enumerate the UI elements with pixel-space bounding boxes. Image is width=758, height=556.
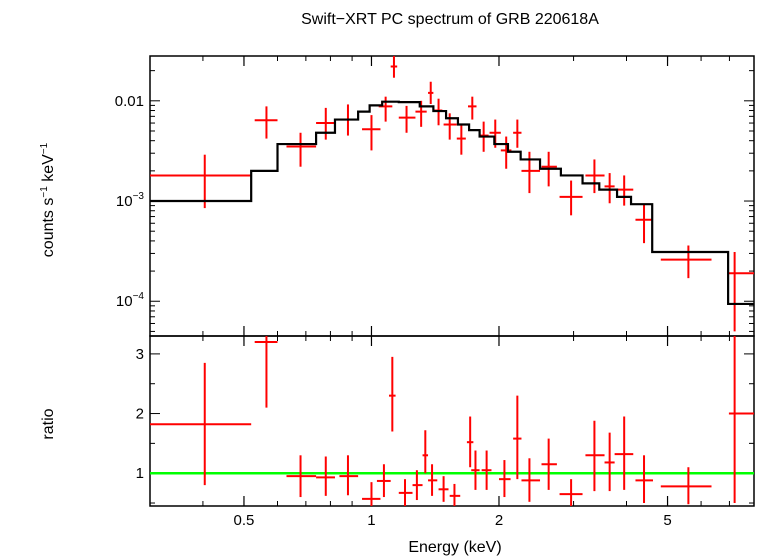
y-tick-label: 3: [136, 346, 144, 363]
spectrum-data-point: [468, 96, 477, 120]
spectrum-data-point: [254, 106, 278, 139]
spectrum-data-point: [559, 180, 583, 216]
ratio-data-point: [521, 458, 541, 502]
ratio-data-point: [466, 416, 474, 468]
ratio-data-point: [559, 479, 583, 506]
spectrum-data-point: [500, 136, 512, 169]
y-label-counts: counts s: [40, 198, 57, 258]
ratio-data-point: [286, 455, 317, 498]
y-tick-exponent: −4: [133, 291, 145, 302]
ratio-data-point: [398, 479, 413, 506]
x-tick-label: 0.5: [234, 512, 255, 529]
y-label-exp2: −1: [39, 142, 50, 154]
ratio-data-point: [635, 455, 654, 504]
spectrum-data-point: [585, 159, 605, 194]
spectrum-data-point: [728, 252, 754, 332]
spectrum-data-point: [428, 81, 434, 104]
ratio-data-point: [604, 432, 615, 492]
spectrum-data-point: [378, 96, 393, 122]
y-label-kev: keV: [40, 154, 57, 186]
spectrum-data-point: [635, 204, 654, 244]
spectrum-data-point: [660, 245, 712, 279]
ratio-data-point: [428, 464, 438, 496]
spectrum-frame: [149, 55, 755, 337]
ratio-data-point: [481, 450, 492, 490]
ratio-data-point: [438, 476, 449, 502]
spectrum-data-point: [362, 115, 381, 151]
ratio-data-point: [422, 430, 429, 474]
x-tick-label: 5: [663, 512, 671, 529]
ratio-data-point: [389, 356, 396, 432]
ratio-data-point: [376, 464, 391, 498]
ratio-frame: [149, 335, 755, 507]
ratio-data-point: [316, 456, 335, 496]
spectrum-data-point: [316, 107, 335, 140]
ratio-data-point: [150, 362, 252, 486]
spectrum-data-point: [150, 154, 252, 209]
y-tick-label: 0.01: [115, 93, 144, 110]
y-tick-exponent: −3: [133, 191, 145, 202]
spectrum-data-point: [390, 56, 398, 78]
spectrum-data-point: [513, 119, 522, 148]
ratio-data-point: [449, 483, 461, 506]
ratio-data-point: [541, 438, 557, 490]
model-step-line: [150, 100, 754, 306]
y-tick-base: 10: [116, 293, 133, 310]
y-tick-label: 2: [136, 406, 144, 423]
ratio-data-point: [498, 460, 511, 498]
y-tick-label: 1: [136, 465, 144, 482]
y-tick-base: 10: [116, 193, 133, 210]
x-tick-label: 1: [367, 512, 375, 529]
ratio-data-point: [728, 336, 754, 504]
y-label-exp1: −1: [39, 186, 50, 198]
ratio-y-axis-label: ratio: [40, 408, 57, 439]
y-tick-label: 10−4: [116, 291, 145, 310]
spectrum-data-point: [398, 105, 416, 133]
ratio-data-point: [471, 450, 480, 490]
ratio-data-point: [339, 455, 359, 496]
ratio-data-point: [254, 336, 278, 408]
x-tick-label: 2: [495, 512, 503, 529]
ratio-data-point: [513, 395, 522, 480]
ratio-panel: 0.5 1 2 5 1 2 3: [136, 335, 755, 529]
ratio-data-point: [660, 467, 712, 505]
ratio-data-point: [362, 482, 381, 506]
spectrum-data-point: [286, 132, 317, 167]
x-axis-label: Energy (keV): [408, 539, 501, 556]
spectrum-data-point: [604, 173, 615, 204]
spectrum-data-point: [415, 100, 427, 127]
spectrum-data-point: [521, 151, 541, 194]
ratio-data-point: [585, 420, 605, 492]
y-tick-label: 10−3: [116, 191, 145, 210]
spectrum-y-axis-label: counts s−1 keV−1: [39, 142, 57, 257]
chart-title: Swift−XRT PC spectrum of GRB 220618A: [301, 11, 599, 28]
svg-text:counts s−1 keV−1: counts s−1 keV−1: [39, 142, 57, 257]
ratio-data-point: [412, 470, 423, 501]
ratio-data-point: [614, 416, 634, 490]
spectrum-data-point: [456, 125, 466, 155]
